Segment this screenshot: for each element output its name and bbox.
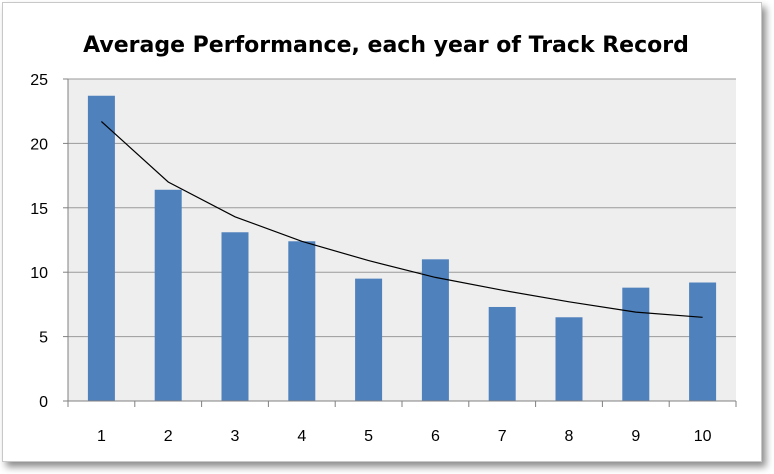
x-tick-label: 7 [498, 428, 507, 445]
bar-3 [221, 232, 249, 401]
bar-4 [288, 241, 316, 401]
tick-labels: 0 5 10 15 20 25 1 2 3 4 5 6 7 8 9 10 [30, 72, 711, 445]
axes [63, 78, 737, 407]
x-tick-label: 9 [631, 428, 640, 445]
bar-5 [355, 278, 383, 401]
bar-6 [421, 259, 449, 401]
x-tick-label: 8 [565, 428, 574, 445]
x-tick-label: 10 [694, 428, 712, 445]
y-tick-label: 10 [30, 265, 48, 282]
chart-title: Average Performance, each year of Track … [83, 33, 689, 58]
y-tick-label: 25 [30, 72, 48, 89]
x-tick-label: 3 [231, 428, 240, 445]
x-tick-label: 1 [97, 428, 106, 445]
bar-10 [689, 282, 717, 401]
bars [87, 95, 717, 401]
bar-9 [622, 287, 650, 401]
x-tick-label: 2 [164, 428, 173, 445]
bar-8 [555, 317, 583, 401]
y-tick-label: 0 [39, 394, 48, 411]
bar-7 [488, 306, 516, 401]
y-tick-label: 5 [39, 330, 48, 347]
bar-1 [87, 95, 115, 401]
trendline [100, 121, 703, 318]
x-tick-label: 5 [364, 428, 373, 445]
y-tick-label: 20 [30, 136, 48, 153]
y-tick-label: 15 [30, 201, 48, 218]
x-tick-label: 4 [297, 428, 306, 445]
x-tick-label: 6 [431, 428, 440, 445]
bar-2 [154, 189, 182, 401]
